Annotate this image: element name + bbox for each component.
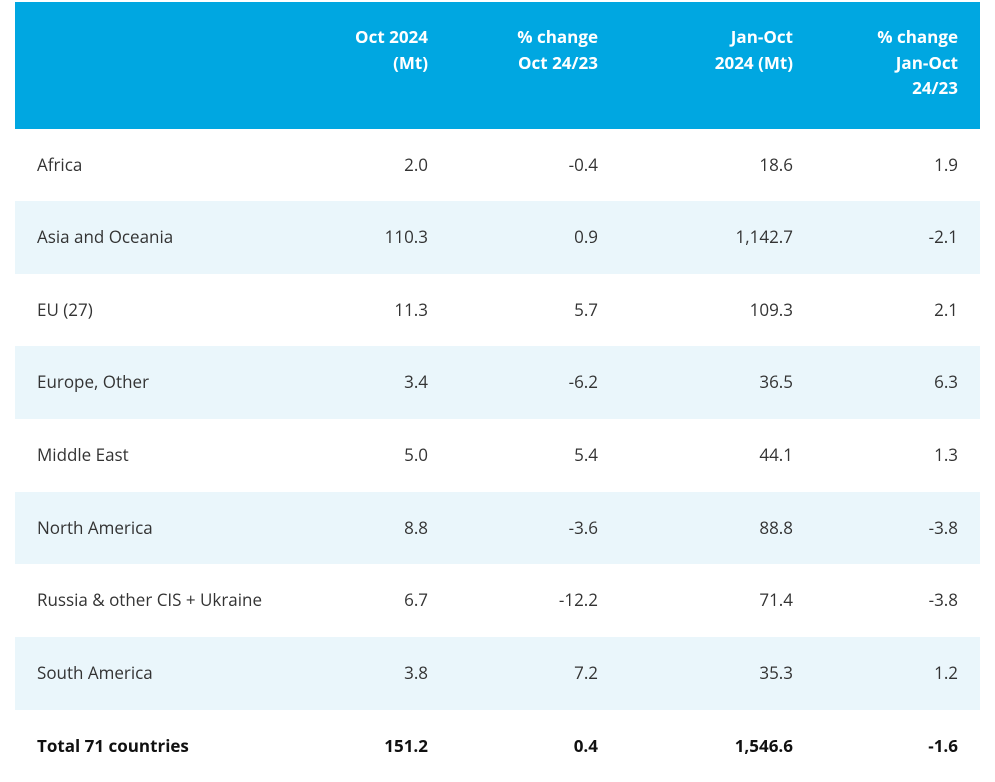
cell-pct-janoct: -3.8: [815, 564, 980, 637]
cell-oct24-mt: 6.7: [300, 564, 450, 637]
cell-pct-oct: -3.6: [450, 492, 620, 565]
cell-region: Asia and Oceania: [15, 201, 300, 274]
table-row: North America 8.8 -3.6 88.8 -3.8: [15, 492, 980, 565]
cell-region: Europe, Other: [15, 346, 300, 419]
cell-region-total: Total 71 countries: [15, 710, 300, 782]
cell-region: North America: [15, 492, 300, 565]
cell-pct-janoct: 1.3: [815, 419, 980, 492]
cell-region: Middle East: [15, 419, 300, 492]
table-row: Africa 2.0 -0.4 18.6 1.9: [15, 129, 980, 202]
cell-pct-janoct: -2.1: [815, 201, 980, 274]
cell-oct24-mt: 11.3: [300, 274, 450, 347]
table-header-row: Oct 2024 (Mt) % change Oct 24/23 Jan-Oct…: [15, 2, 980, 129]
table-header: Oct 2024 (Mt) % change Oct 24/23 Jan-Oct…: [15, 2, 980, 129]
col-header-line: Oct 24/23: [472, 50, 598, 76]
cell-oct24-mt: 2.0: [300, 129, 450, 202]
cell-janoct24-mt: 36.5: [620, 346, 815, 419]
col-header-line: Jan-Oct: [837, 50, 958, 76]
col-header-line: Jan-Oct: [642, 24, 793, 50]
col-header-line: 24/23: [837, 75, 958, 101]
cell-pct-janoct-total: -1.6: [815, 710, 980, 782]
cell-pct-janoct: 1.2: [815, 637, 980, 710]
cell-pct-oct: 5.7: [450, 274, 620, 347]
cell-janoct24-mt: 1,142.7: [620, 201, 815, 274]
cell-region: EU (27): [15, 274, 300, 347]
cell-pct-janoct: 6.3: [815, 346, 980, 419]
cell-pct-oct: -0.4: [450, 129, 620, 202]
cell-janoct24-mt: 88.8: [620, 492, 815, 565]
steel-production-table: Oct 2024 (Mt) % change Oct 24/23 Jan-Oct…: [15, 2, 980, 782]
cell-pct-oct: 0.9: [450, 201, 620, 274]
cell-region: Africa: [15, 129, 300, 202]
col-header-line: Oct 2024: [322, 24, 428, 50]
table-row: Europe, Other 3.4 -6.2 36.5 6.3: [15, 346, 980, 419]
cell-pct-janoct: -3.8: [815, 492, 980, 565]
cell-janoct24-mt: 109.3: [620, 274, 815, 347]
table-row: EU (27) 11.3 5.7 109.3 2.1: [15, 274, 980, 347]
table-row: Asia and Oceania 110.3 0.9 1,142.7 -2.1: [15, 201, 980, 274]
table-container: Oct 2024 (Mt) % change Oct 24/23 Jan-Oct…: [0, 2, 995, 762]
col-header-line: 2024 (Mt): [642, 50, 793, 76]
col-header-region: [15, 2, 300, 129]
cell-janoct24-mt: 71.4: [620, 564, 815, 637]
col-header-line: % change: [837, 24, 958, 50]
cell-oct24-mt-total: 151.2: [300, 710, 450, 782]
cell-janoct24-mt: 35.3: [620, 637, 815, 710]
table-body: Africa 2.0 -0.4 18.6 1.9 Asia and Oceani…: [15, 129, 980, 782]
table-row: Middle East 5.0 5.4 44.1 1.3: [15, 419, 980, 492]
cell-pct-janoct: 2.1: [815, 274, 980, 347]
cell-oct24-mt: 110.3: [300, 201, 450, 274]
cell-pct-oct: -12.2: [450, 564, 620, 637]
table-row: Russia & other CIS + Ukraine 6.7 -12.2 7…: [15, 564, 980, 637]
cell-oct24-mt: 3.8: [300, 637, 450, 710]
col-header-pct-janoct: % change Jan-Oct 24/23: [815, 2, 980, 129]
cell-pct-oct-total: 0.4: [450, 710, 620, 782]
cell-oct24-mt: 8.8: [300, 492, 450, 565]
cell-janoct24-mt: 18.6: [620, 129, 815, 202]
cell-region: South America: [15, 637, 300, 710]
cell-janoct24-mt: 44.1: [620, 419, 815, 492]
cell-pct-oct: 7.2: [450, 637, 620, 710]
cell-pct-oct: -6.2: [450, 346, 620, 419]
col-header-oct24-mt: Oct 2024 (Mt): [300, 2, 450, 129]
col-header-janoct24-mt: Jan-Oct 2024 (Mt): [620, 2, 815, 129]
cell-janoct24-mt-total: 1,546.6: [620, 710, 815, 782]
cell-pct-oct: 5.4: [450, 419, 620, 492]
col-header-pct-oct: % change Oct 24/23: [450, 2, 620, 129]
table-row-total: Total 71 countries 151.2 0.4 1,546.6 -1.…: [15, 710, 980, 782]
cell-oct24-mt: 5.0: [300, 419, 450, 492]
col-header-line: % change: [472, 24, 598, 50]
cell-region: Russia & other CIS + Ukraine: [15, 564, 300, 637]
cell-oct24-mt: 3.4: [300, 346, 450, 419]
table-row: South America 3.8 7.2 35.3 1.2: [15, 637, 980, 710]
cell-pct-janoct: 1.9: [815, 129, 980, 202]
col-header-line: (Mt): [322, 50, 428, 76]
